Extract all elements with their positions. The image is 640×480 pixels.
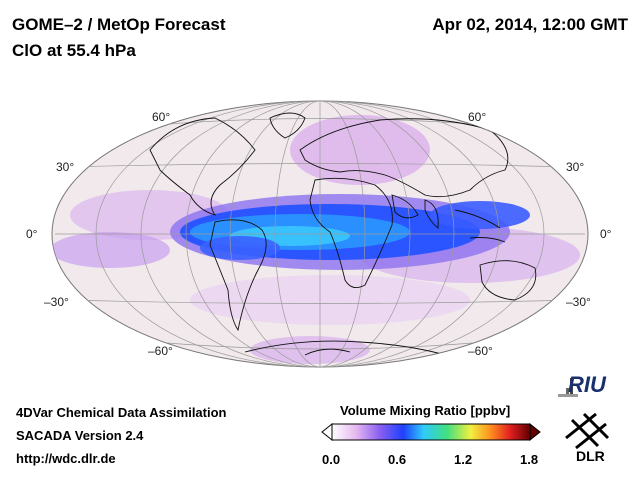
lat-label-60s-left: –60° bbox=[148, 344, 173, 358]
lat-label-60n-left: 60° bbox=[152, 110, 171, 124]
dlr-logo-mark bbox=[565, 412, 610, 450]
footer-url[interactable]: http://wdc.dlr.de bbox=[16, 451, 116, 466]
colorbar-title: Volume Mixing Ratio [ppbv] bbox=[340, 403, 511, 418]
dlr-logo: DLR bbox=[576, 448, 605, 464]
footer-assimilation: 4DVar Chemical Data Assimilation bbox=[16, 405, 227, 420]
lat-label-0-left: 0° bbox=[26, 227, 38, 241]
colorbar-tick: 0.6 bbox=[388, 452, 407, 467]
riu-logo-mark bbox=[558, 378, 578, 397]
lat-label-60s-right: –60° bbox=[468, 344, 493, 358]
map-subtitle: ClO at 55.4 hPa bbox=[12, 41, 136, 60]
forecast-datetime: Apr 02, 2014, 12:00 GMT bbox=[432, 15, 628, 34]
colorbar bbox=[321, 422, 541, 442]
lat-label-0-right: 0° bbox=[600, 227, 612, 241]
riu-logo: RIU bbox=[568, 372, 606, 397]
lat-label-30n-left: 30° bbox=[56, 160, 75, 174]
lat-label-30s-right: –30° bbox=[566, 295, 591, 309]
graticule bbox=[55, 101, 585, 367]
coastlines bbox=[149, 112, 537, 356]
colorbar-tick: 1.8 bbox=[520, 452, 539, 467]
lat-label-60n-right: 60° bbox=[468, 110, 487, 124]
lat-label-30s-left: –30° bbox=[44, 295, 69, 309]
concentration-field bbox=[52, 115, 580, 364]
footer-version: SACADA Version 2.4 bbox=[16, 428, 144, 443]
map-title: GOME–2 / MetOp Forecast bbox=[12, 15, 226, 34]
colorbar-tick: 1.2 bbox=[454, 452, 473, 467]
colorbar-tick: 0.0 bbox=[322, 452, 341, 467]
lat-label-30n-right: 30° bbox=[566, 160, 585, 174]
